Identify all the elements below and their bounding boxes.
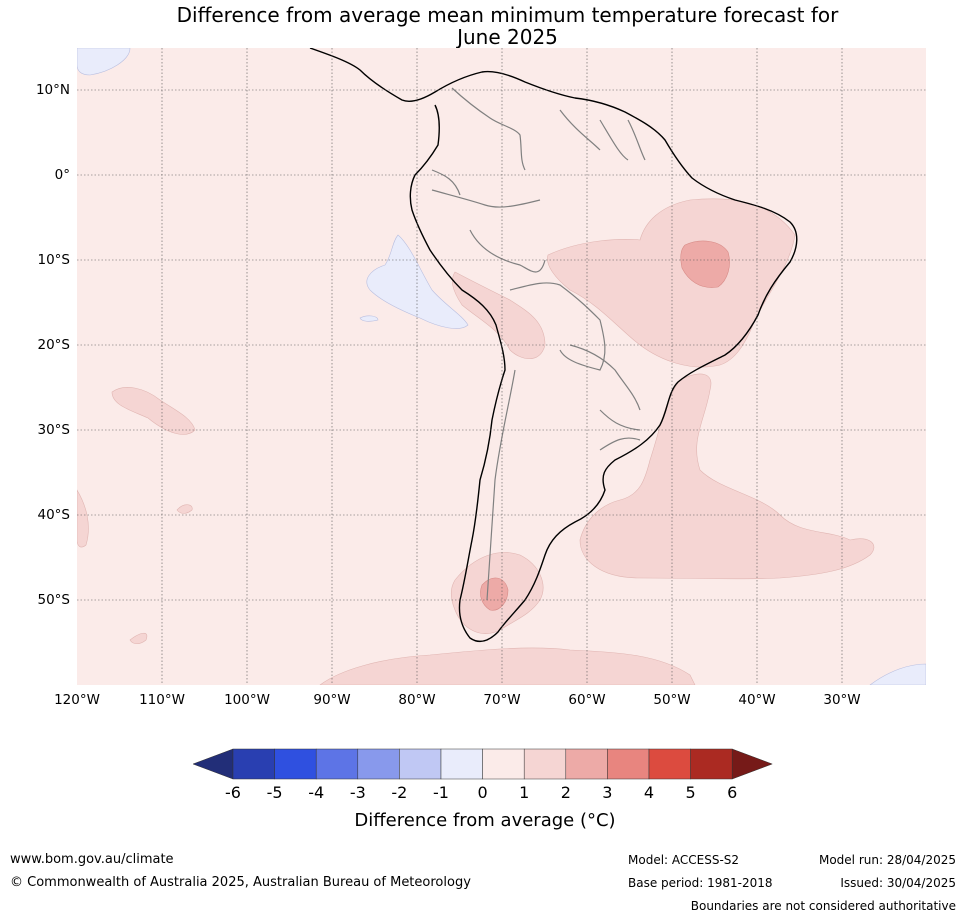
colorbar-tick-m4: -4 [308, 783, 325, 802]
argentina-brazil-border [599, 409, 641, 431]
colorbar-tick-2: 2 [560, 783, 571, 802]
lat-label-10s: 10°S [37, 252, 71, 268]
colorbar-cell [357, 748, 400, 780]
model-name: Model: ACCESS-S2 [628, 853, 740, 867]
graticule [77, 48, 926, 685]
pacific-warm-patch [111, 387, 196, 435]
pacific-small-warm-patch [176, 504, 193, 514]
lon-label-30w: 30°W [823, 692, 861, 708]
title-line-2: June 2025 [457, 25, 558, 49]
ecuador-border [431, 169, 461, 196]
issued-date: Issued: 30/04/2025 [840, 876, 956, 890]
lat-label-30s: 30°S [37, 422, 71, 438]
colorbar-cell [648, 748, 691, 780]
peru-coast-cool-region [366, 234, 469, 329]
colorbar-cell [565, 748, 608, 780]
colorbar-cell [690, 748, 733, 780]
bolivia-border [509, 282, 606, 371]
colombia-venezuela-border [451, 87, 526, 171]
website-link[interactable]: www.bom.gov.au/climate [10, 852, 174, 867]
colorbar-tick-m6: -6 [225, 783, 241, 802]
colorbar-tick-m5: -5 [266, 783, 283, 802]
map-title: Difference from average mean minimum tem… [0, 4, 965, 48]
paraguay-border [569, 344, 641, 411]
lon-label-90w: 90°W [313, 692, 351, 708]
brazil-core-warm-region [680, 240, 730, 288]
colorbar-tick-m3: -3 [349, 783, 366, 802]
warm-anomaly-1-2-regions [77, 198, 875, 685]
lat-label-0: 0° [54, 167, 70, 183]
forecast-map [77, 48, 926, 685]
lon-label-50w: 50°W [653, 692, 691, 708]
cool-anomaly-regions [77, 48, 926, 685]
colorbar-tick-0: 0 [477, 783, 488, 802]
lon-label-40w: 40°W [738, 692, 776, 708]
lat-label-10n: 10°N [35, 82, 70, 98]
colorbar [192, 748, 773, 780]
colorbar-tick-5: 5 [685, 783, 696, 802]
north-pacific-cool-region [77, 48, 131, 76]
model-run-date: Model run: 28/04/2025 [818, 853, 956, 867]
colorbar-cell [482, 748, 525, 780]
lat-label-50s: 50°S [37, 592, 71, 608]
lat-label-40s: 40°S [37, 507, 71, 523]
atlantic-warm-region [579, 373, 875, 580]
brazil-warm-region [547, 198, 796, 368]
colombia-peru-border [431, 189, 541, 208]
lon-label-80w: 80°W [398, 692, 436, 708]
boundaries-disclaimer: Boundaries are not considered authoritat… [690, 899, 956, 913]
pacific-south-warm-patch [129, 632, 148, 645]
title-line-1: Difference from average mean minimum tem… [176, 3, 839, 27]
pacific-east-warm-patch [77, 489, 89, 548]
lon-label-100w: 100°W [224, 692, 270, 708]
uruguay-border [599, 437, 641, 451]
colorbar-cell [607, 748, 650, 780]
colorbar-tick-m2: -2 [391, 783, 408, 802]
southern-ocean-warm-region [319, 647, 696, 685]
colorbar-extend-high [731, 748, 773, 780]
lon-label-120w: 120°W [54, 692, 100, 708]
lon-label-110w: 110°W [139, 692, 185, 708]
colorbar-cell [399, 748, 442, 780]
colorbar-tick-3: 3 [602, 783, 613, 802]
colorbar-extend-low [192, 748, 234, 780]
andes-warm-region [452, 271, 546, 360]
lon-label-70w: 70°W [483, 692, 521, 708]
guiana-borders [559, 109, 646, 161]
colorbar-tick-4: 4 [643, 783, 655, 802]
copyright-text: © Commonwealth of Australia 2025, Austra… [10, 875, 471, 890]
colorbar-cell [440, 748, 483, 780]
colorbar-tick-m1: -1 [433, 783, 449, 802]
lon-label-60w: 60°W [568, 692, 606, 708]
south-america-coastline [309, 48, 798, 642]
colorbar-cell [315, 748, 359, 780]
base-period: Base period: 1981-2018 [628, 876, 773, 890]
argentina-chile-border [486, 369, 516, 601]
peru-brazil-border [469, 229, 546, 273]
south-atlantic-cool-region [869, 663, 926, 685]
country-borders [431, 87, 646, 601]
pacific-small-cool-patch [359, 315, 379, 322]
colorbar-tick-1: 1 [519, 783, 530, 802]
lat-label-20s: 20°S [37, 337, 71, 353]
colorbar-cell [274, 748, 317, 780]
colorbar-label: Difference from average (°C) [354, 810, 616, 831]
colorbar-tick-6: 6 [727, 783, 738, 802]
colorbar-cell [232, 748, 275, 780]
colorbar-cell [523, 748, 567, 780]
